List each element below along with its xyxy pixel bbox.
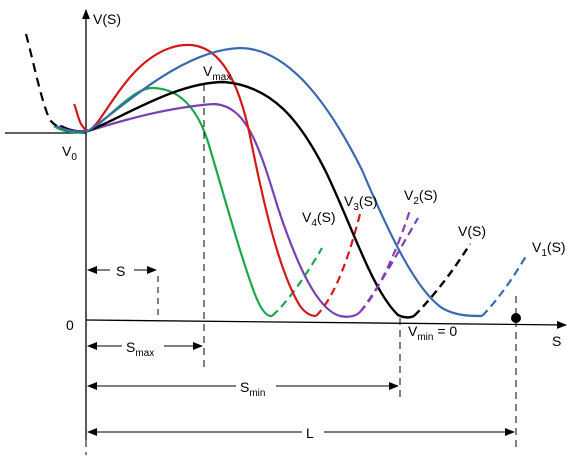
curve-label-v3: V3(S) (344, 193, 378, 213)
y-axis-label: V(S) (93, 11, 121, 27)
l-point (511, 313, 521, 323)
curve-green (53, 86, 273, 318)
curve-green-dashed (271, 247, 323, 317)
vmin-label: Vmin = 0 (408, 323, 457, 343)
curve-v1 (55, 46, 483, 318)
curve-v4-dashed (359, 217, 419, 313)
vmax-label: Vmax (203, 63, 231, 83)
curve-label-v1: V1(S) (532, 239, 566, 259)
curve-label-v: V(S) (458, 223, 486, 239)
x-axis (85, 319, 567, 329)
curve-v4 (61, 102, 361, 318)
smin-label: Smin (240, 379, 265, 399)
curve-v1-dashed (481, 255, 527, 317)
l-label: L (306, 425, 314, 441)
origin-label: 0 (66, 317, 74, 333)
curve-v3-dashed (315, 213, 362, 317)
curve-v-main-dashed (413, 243, 472, 317)
curve-label-v4: V4(S) (302, 209, 336, 229)
v0-label: V0 (62, 143, 77, 163)
x-axis-label: S (552, 333, 561, 349)
s-label: S (116, 263, 125, 279)
curve-label-v2: V2(S) (404, 187, 438, 207)
smax-label: Smax (126, 339, 154, 359)
